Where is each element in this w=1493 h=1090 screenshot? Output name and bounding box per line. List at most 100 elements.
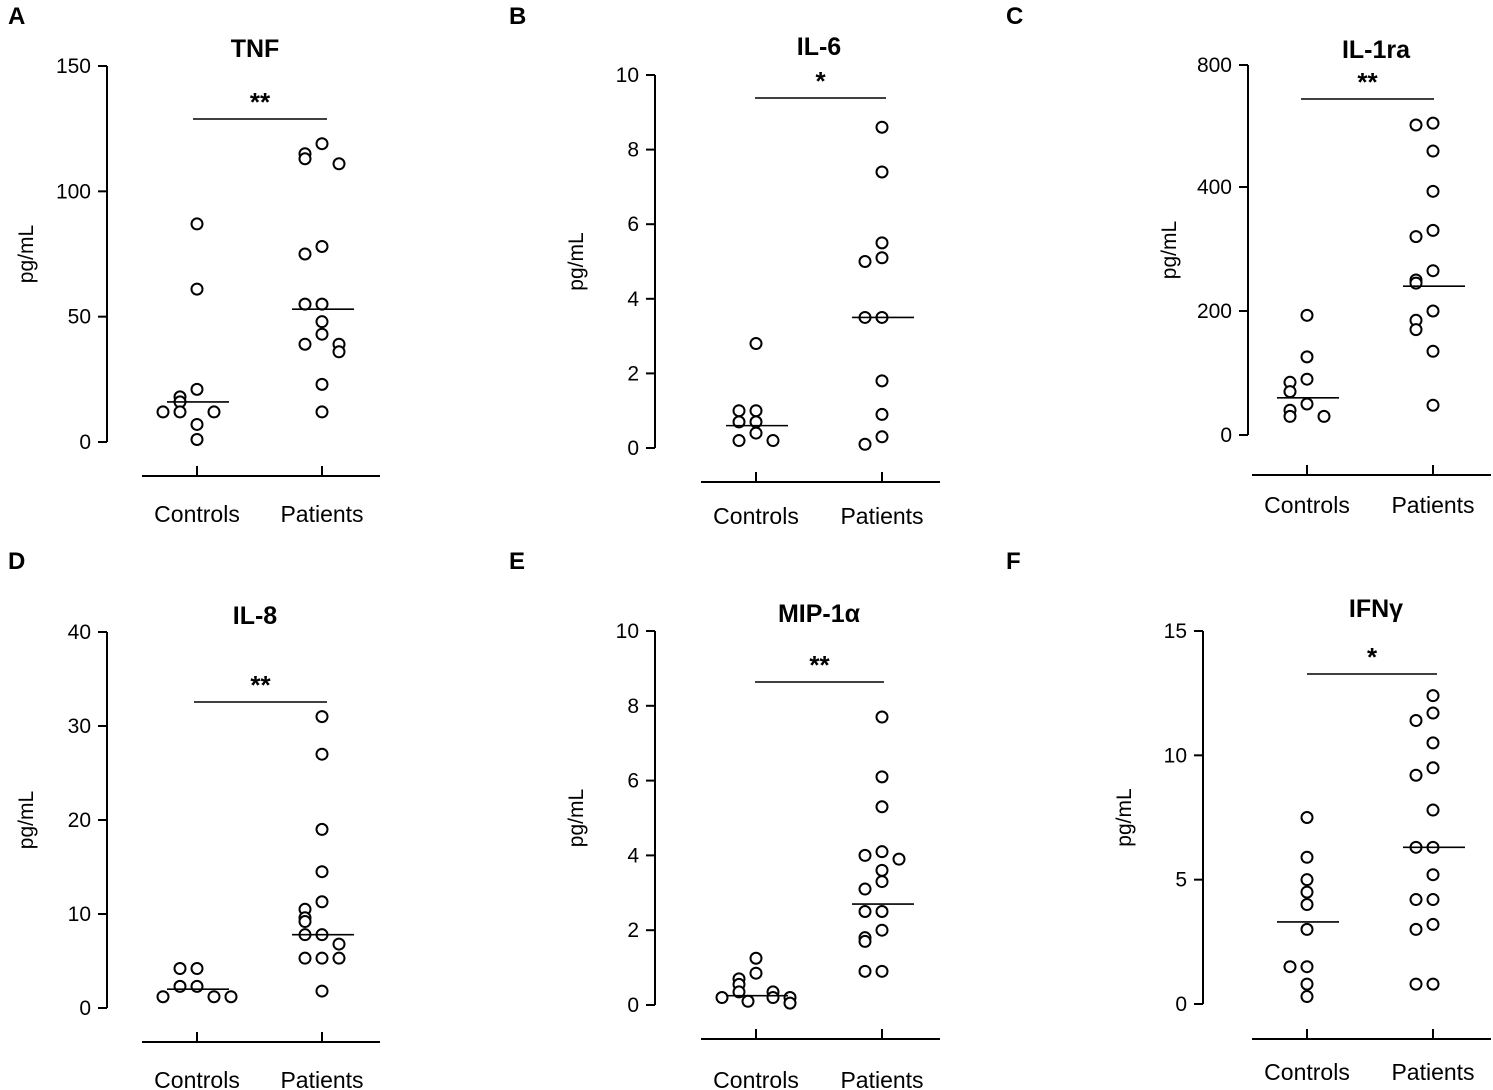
series-controls — [1277, 308, 1339, 423]
y-tick-label: 30 — [68, 715, 91, 738]
panel-f: F IFNγ 0 5 10 15 pg/mL Controls Patients * — [994, 545, 1491, 1090]
data-point — [298, 247, 312, 261]
data-point — [875, 770, 889, 784]
data-point — [875, 845, 889, 859]
data-point — [332, 951, 346, 965]
y-tick-label: 0 — [79, 431, 91, 454]
data-point — [315, 297, 329, 311]
chart-f: F IFNγ 0 5 10 15 pg/mL Controls Patients * — [1006, 548, 1491, 1085]
data-point — [1409, 118, 1423, 132]
data-point — [858, 905, 872, 918]
data-point — [732, 404, 746, 418]
data-point — [1426, 893, 1440, 907]
data-point — [875, 120, 889, 134]
y-tick-label: 15 — [1164, 620, 1187, 643]
y-tick-label: 100 — [56, 180, 91, 203]
significance-label: ** — [1357, 67, 1378, 97]
data-point — [749, 966, 763, 980]
data-point — [190, 979, 204, 993]
data-point — [224, 990, 238, 1004]
data-point — [858, 848, 872, 862]
y-axis-label: pg/mL — [565, 789, 588, 847]
data-point — [298, 152, 312, 166]
data-point — [315, 327, 329, 341]
data-point — [190, 382, 204, 396]
data-point — [315, 239, 329, 253]
series-controls — [156, 962, 238, 1004]
data-point — [1426, 264, 1440, 278]
data-point — [207, 405, 221, 419]
data-point — [156, 990, 170, 1004]
data-point — [332, 157, 346, 171]
data-point — [749, 951, 763, 965]
significance-label: * — [815, 66, 826, 96]
data-point — [1426, 803, 1440, 817]
data-point — [875, 165, 889, 179]
data-point — [1426, 868, 1440, 882]
x-category-controls: Controls — [1264, 492, 1350, 518]
data-point — [190, 432, 204, 446]
data-point — [1426, 736, 1440, 750]
data-point — [1409, 230, 1423, 244]
y-tick-label: 10 — [68, 903, 91, 926]
series-patients — [852, 120, 914, 451]
data-point — [315, 984, 329, 998]
data-point — [1300, 885, 1314, 899]
panel-letter: F — [1006, 548, 1021, 575]
data-point — [1300, 811, 1314, 824]
significance-label: * — [1367, 642, 1378, 672]
data-point — [1300, 308, 1314, 322]
chart-title: IL-1ra — [1342, 36, 1411, 64]
y-tick-label: 150 — [56, 55, 91, 78]
data-point — [315, 822, 329, 836]
data-point — [190, 282, 204, 296]
data-point — [298, 337, 312, 351]
chart-c: C IL-1ra 0 200 400 800 pg/mL Controls Patients ** — [1006, 3, 1491, 518]
data-point — [190, 217, 204, 231]
data-point — [732, 985, 746, 999]
chart-title: MIP-1α — [778, 600, 861, 628]
data-point — [875, 863, 889, 877]
data-point — [1426, 116, 1440, 130]
data-point — [875, 407, 889, 421]
series-controls — [1277, 811, 1339, 1004]
data-point — [741, 994, 755, 1008]
y-tick-label: 4 — [627, 844, 639, 867]
data-point — [332, 937, 346, 951]
data-point — [1283, 960, 1297, 974]
data-point — [749, 337, 763, 351]
data-point — [1426, 344, 1440, 358]
data-point — [858, 934, 872, 948]
panel-letter: C — [1006, 3, 1023, 30]
y-tick-label: 20 — [68, 809, 91, 832]
data-point — [875, 430, 889, 444]
y-tick-label: 0 — [627, 994, 639, 1017]
series-patients — [292, 710, 354, 998]
data-point — [1283, 385, 1297, 399]
data-point — [315, 710, 329, 724]
series-patients — [1403, 116, 1465, 412]
data-point — [315, 895, 329, 909]
data-point — [1300, 990, 1314, 1004]
x-category-patients: Patients — [1391, 1059, 1474, 1085]
data-point — [875, 875, 889, 889]
x-category-controls: Controls — [713, 1067, 799, 1090]
data-point — [1426, 144, 1440, 158]
data-point — [1283, 409, 1297, 423]
y-tick-label: 2 — [627, 919, 639, 942]
series-controls — [156, 217, 229, 446]
y-tick-label: 2 — [627, 362, 639, 385]
panel-letter: B — [509, 3, 526, 30]
data-point — [1300, 397, 1314, 411]
data-point — [1409, 893, 1423, 907]
chart-title: IFNγ — [1349, 595, 1403, 623]
data-point — [732, 434, 746, 448]
y-tick-label: 400 — [1197, 176, 1232, 199]
data-point — [875, 251, 889, 265]
chart-title: IL-8 — [233, 602, 278, 630]
data-point — [1426, 706, 1440, 720]
data-point — [858, 964, 872, 978]
series-patients — [1403, 689, 1465, 991]
x-category-controls: Controls — [154, 1067, 240, 1090]
x-category-patients: Patients — [1391, 492, 1474, 518]
